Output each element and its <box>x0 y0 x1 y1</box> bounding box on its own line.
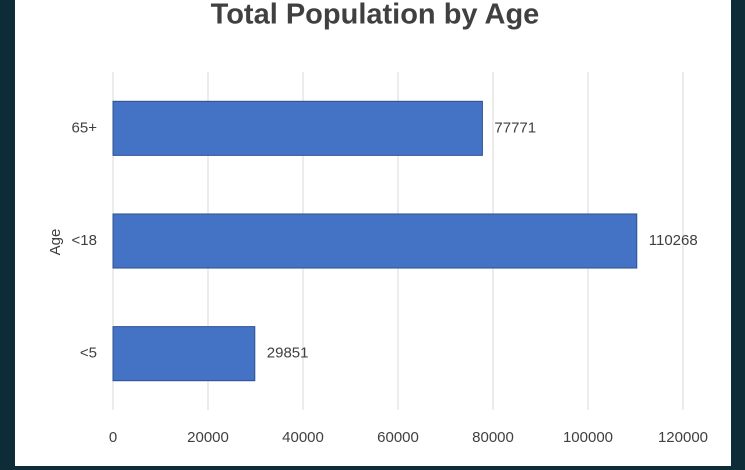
x-tick-label: 0 <box>109 429 117 446</box>
value-label: 29851 <box>267 345 309 362</box>
bar <box>112 326 256 382</box>
x-tick-label: 80000 <box>472 429 514 446</box>
value-label: 77771 <box>494 119 536 136</box>
chart-title: Total Population by Age <box>211 0 540 31</box>
y-axis-label: Age <box>47 229 64 256</box>
y-tick-label: 65+ <box>72 119 98 136</box>
x-tick-label: 100000 <box>563 429 613 446</box>
bar <box>112 213 638 269</box>
x-tick-label: 120000 <box>658 429 708 446</box>
x-tick-label: 60000 <box>377 429 419 446</box>
bar <box>112 100 483 156</box>
x-tick-label: 40000 <box>282 429 324 446</box>
y-tick-label: <5 <box>80 345 97 362</box>
value-label: 110268 <box>649 232 698 249</box>
y-tick-label: <18 <box>72 232 97 249</box>
x-tick-label: 20000 <box>187 429 229 446</box>
